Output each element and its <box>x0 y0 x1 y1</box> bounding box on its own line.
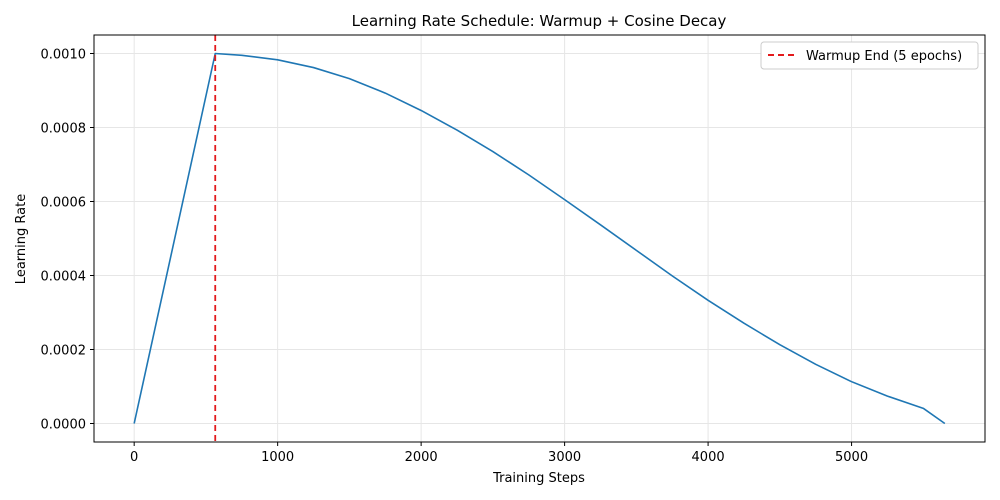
series-line-learning-rate <box>133 52 946 425</box>
legend: Warmup End (5 epochs) <box>760 41 979 70</box>
y-tick-label: 0.0000 <box>41 418 87 433</box>
x-tick-label: 5000 <box>835 450 868 465</box>
legend-label-warmup-end: Warmup End (5 epochs) <box>806 49 962 64</box>
x-tick-label: 1000 <box>261 450 294 465</box>
plot-area <box>133 35 946 442</box>
y-tick-label: 0.0010 <box>41 48 87 63</box>
y-tick-label: 0.0006 <box>41 196 87 211</box>
legend-box <box>760 41 979 70</box>
axis-ticks: 0 1000 2000 3000 4000 5000 0.0000 0.0002 0.0004 0… <box>41 48 869 466</box>
y-tick-label: 0.0008 <box>41 122 87 137</box>
plot-frame <box>93 34 986 443</box>
grid <box>94 35 985 442</box>
y-tick-label: 0.0002 <box>41 344 87 359</box>
y-tick-label: 0.0004 <box>41 270 87 285</box>
x-tick-label: 4000 <box>692 450 725 465</box>
x-tick-label: 3000 <box>548 450 581 465</box>
chart-title: Learning Rate Schedule: Warmup + Cosine … <box>352 12 727 30</box>
y-axis-title: Learning Rate <box>14 194 29 284</box>
x-axis-title: Training Steps <box>492 471 585 486</box>
x-tick-label: 0 <box>130 450 138 465</box>
x-tick-label: 2000 <box>405 450 438 465</box>
